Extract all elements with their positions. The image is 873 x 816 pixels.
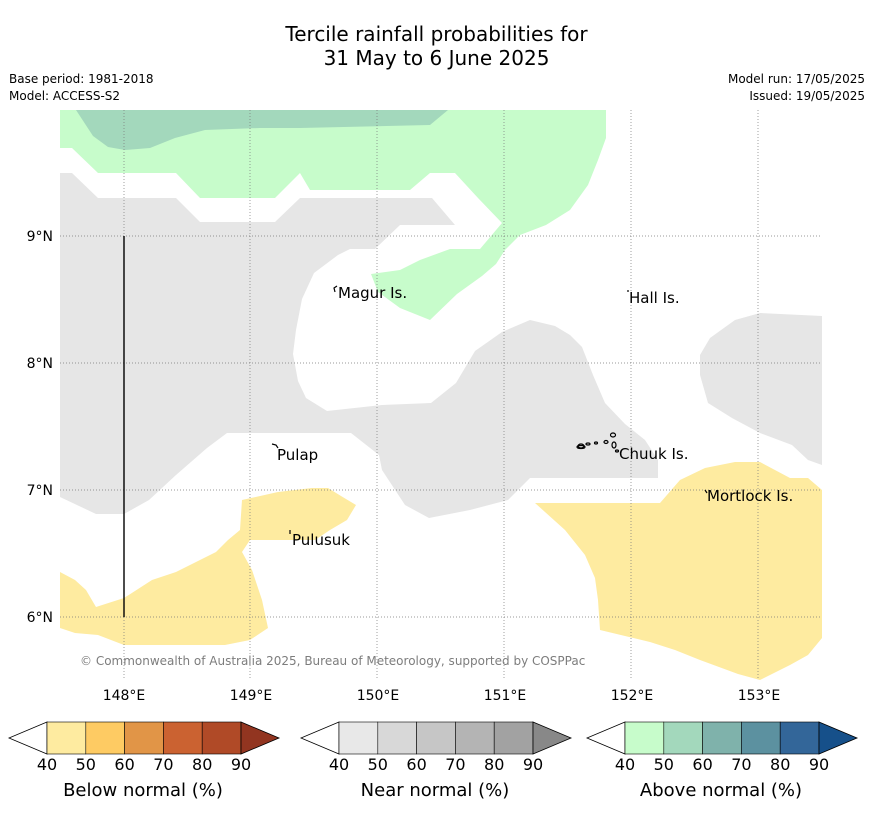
colorbar-above-cell bbox=[702, 721, 742, 755]
colorbar-above-tick: 50 bbox=[654, 755, 674, 774]
latitude-labels: 9°N 8°N 7°N 6°N bbox=[27, 229, 53, 626]
map-plot-area: Magur Is. Hall Is. Pulap Chuuk Is. Mortl… bbox=[60, 110, 822, 680]
colorbar-near-tick: 40 bbox=[329, 755, 349, 774]
colorbar-above-cell bbox=[663, 721, 703, 755]
longitude-labels: 148°E 149°E 150°E 151°E 152°E 153°E bbox=[103, 688, 781, 704]
colorbar-above-cell bbox=[779, 721, 820, 755]
colorbar-near-cell bbox=[455, 721, 495, 755]
model-run: Model run: 17/05/2025 bbox=[727, 72, 865, 86]
colorbar-above-cell bbox=[741, 721, 781, 755]
colorbar-near-max-extend bbox=[532, 721, 573, 755]
colorbar-below-tick: 90 bbox=[231, 755, 251, 774]
colorbar-near-tick: 80 bbox=[484, 755, 504, 774]
lon-label: 148°E bbox=[103, 688, 146, 704]
colorbar-below-cell bbox=[201, 721, 242, 755]
model-name: Model: ACCESS-S2 bbox=[9, 89, 121, 103]
lon-label: 153°E bbox=[738, 688, 781, 704]
near-normal-region-east bbox=[700, 313, 822, 465]
place-label-mortlock: Mortlock Is. bbox=[707, 487, 793, 505]
colorbar-below-tick: 60 bbox=[114, 755, 134, 774]
lat-label: 9°N bbox=[27, 229, 53, 245]
colorbar-title-below: Below normal (%) bbox=[63, 780, 223, 801]
colorbar-near-tick: 50 bbox=[368, 755, 388, 774]
chart-title: Tercile rainfall probabilities for 31 Ma… bbox=[0, 22, 873, 70]
chuuk-island-marks bbox=[576, 432, 620, 453]
meta-right: Model run: 17/05/2025 Issued: 19/05/2025 bbox=[728, 71, 865, 105]
colorbar-above-min-extend bbox=[585, 721, 626, 755]
colorbar-near-tick: 70 bbox=[445, 755, 465, 774]
lat-label: 6°N bbox=[27, 610, 53, 626]
colorbar-below-cell bbox=[124, 721, 164, 755]
place-label-pulusuk: Pulusuk bbox=[292, 531, 350, 549]
near-normal-region-west bbox=[60, 173, 658, 518]
below-normal-region-south-west bbox=[60, 488, 356, 645]
colorbar-near-cell bbox=[416, 721, 456, 755]
colorbar-below-tick: 40 bbox=[37, 755, 57, 774]
meta-left: Base period: 1981-2018 Model: ACCESS-S2 bbox=[9, 71, 154, 105]
below-normal-region-south-east bbox=[535, 462, 822, 680]
colorbar-legends: 40 50 60 70 80 90 40 50 60 70 80 90 40 50 60 70 80 90 bbox=[7, 721, 859, 774]
colorbar-above-tick: 70 bbox=[731, 755, 751, 774]
colorbar-near-min-extend bbox=[299, 721, 340, 755]
place-label-hall: Hall Is. bbox=[629, 289, 680, 307]
colorbar-above-tick: 80 bbox=[770, 755, 790, 774]
colorbar-below-tick: 50 bbox=[76, 755, 96, 774]
base-period: Base period: 1981-2018 bbox=[9, 72, 154, 86]
colorbar-below-cell bbox=[85, 721, 125, 755]
colorbar-near-cell bbox=[377, 721, 417, 755]
lat-label: 8°N bbox=[27, 356, 53, 372]
pulap-island-mark bbox=[271, 443, 279, 449]
place-label-magur: Magur Is. bbox=[338, 284, 407, 302]
colorbar-below-cell bbox=[163, 721, 203, 755]
colorbar-title-near: Near normal (%) bbox=[360, 780, 510, 801]
lat-label: 7°N bbox=[27, 483, 53, 499]
lon-label: 152°E bbox=[611, 688, 654, 704]
colorbar-near-tick: 90 bbox=[523, 755, 543, 774]
colorbar-above-tick: 90 bbox=[809, 755, 829, 774]
place-label-chuuk: Chuuk Is. bbox=[619, 445, 688, 463]
above-normal-region-teal bbox=[76, 110, 448, 150]
colorbar-above-tick: 60 bbox=[692, 755, 712, 774]
mortlock-island-mark bbox=[704, 489, 708, 494]
colorbar-above-cell bbox=[624, 721, 665, 755]
colorbar-below-min-extend bbox=[7, 721, 48, 755]
colorbar-below-max-extend bbox=[240, 721, 281, 755]
colorbar-above-tick: 40 bbox=[615, 755, 635, 774]
lon-label: 149°E bbox=[230, 688, 273, 704]
colorbar-near-cell bbox=[338, 721, 379, 755]
colorbar-title-above: Above normal (%) bbox=[639, 780, 803, 801]
colorbar-near-tick: 60 bbox=[406, 755, 426, 774]
colorbar-below-tick: 70 bbox=[153, 755, 173, 774]
copyright-text: © Commonwealth of Australia 2025, Bureau… bbox=[80, 654, 585, 668]
colorbar-below-cell bbox=[46, 721, 87, 755]
issued-date: Issued: 19/05/2025 bbox=[749, 89, 865, 103]
colorbar-below-tick: 80 bbox=[192, 755, 212, 774]
title-line-2: 31 May to 6 June 2025 bbox=[323, 46, 550, 70]
lon-label: 151°E bbox=[484, 688, 527, 704]
place-label-pulap: Pulap bbox=[277, 446, 318, 464]
lon-label: 150°E bbox=[357, 688, 400, 704]
island-marks bbox=[271, 285, 708, 534]
colorbar-near-cell bbox=[493, 721, 534, 755]
magur-island-mark bbox=[333, 285, 338, 293]
colorbar-above-max-extend bbox=[818, 721, 859, 755]
above-normal-region-north bbox=[60, 110, 606, 320]
title-line-1: Tercile rainfall probabilities for bbox=[285, 22, 588, 46]
